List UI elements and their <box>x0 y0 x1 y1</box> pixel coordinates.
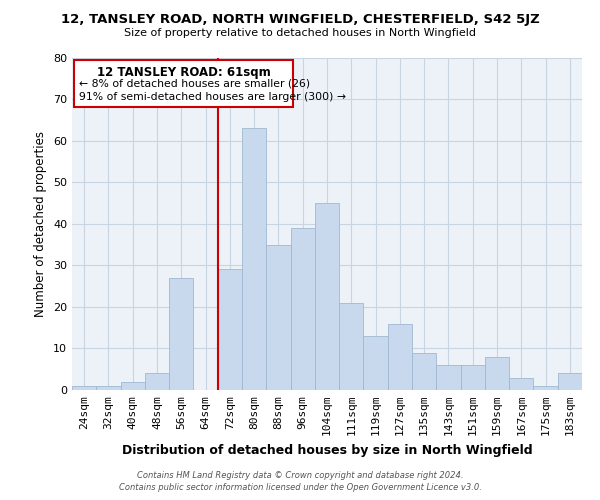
Bar <box>72 386 96 390</box>
Bar <box>412 352 436 390</box>
Bar <box>242 128 266 390</box>
Bar <box>364 336 388 390</box>
Bar <box>388 324 412 390</box>
Text: 91% of semi-detached houses are larger (300) →: 91% of semi-detached houses are larger (… <box>79 92 346 102</box>
Bar <box>558 374 582 390</box>
Bar <box>339 302 364 390</box>
Bar <box>218 270 242 390</box>
Bar <box>485 357 509 390</box>
Bar <box>533 386 558 390</box>
Bar <box>436 365 461 390</box>
Bar <box>266 244 290 390</box>
Text: Contains HM Land Registry data © Crown copyright and database right 2024.
Contai: Contains HM Land Registry data © Crown c… <box>119 471 481 492</box>
Text: 12, TANSLEY ROAD, NORTH WINGFIELD, CHESTERFIELD, S42 5JZ: 12, TANSLEY ROAD, NORTH WINGFIELD, CHEST… <box>61 12 539 26</box>
Bar <box>315 203 339 390</box>
Bar <box>290 228 315 390</box>
Bar <box>145 374 169 390</box>
Bar <box>121 382 145 390</box>
FancyBboxPatch shape <box>74 60 293 108</box>
Text: Size of property relative to detached houses in North Wingfield: Size of property relative to detached ho… <box>124 28 476 38</box>
X-axis label: Distribution of detached houses by size in North Wingfield: Distribution of detached houses by size … <box>122 444 532 456</box>
Bar <box>169 278 193 390</box>
Text: 12 TANSLEY ROAD: 61sqm: 12 TANSLEY ROAD: 61sqm <box>97 66 271 79</box>
Text: ← 8% of detached houses are smaller (26): ← 8% of detached houses are smaller (26) <box>79 78 310 88</box>
Bar <box>96 386 121 390</box>
Bar <box>461 365 485 390</box>
Bar <box>509 378 533 390</box>
Y-axis label: Number of detached properties: Number of detached properties <box>34 130 47 317</box>
